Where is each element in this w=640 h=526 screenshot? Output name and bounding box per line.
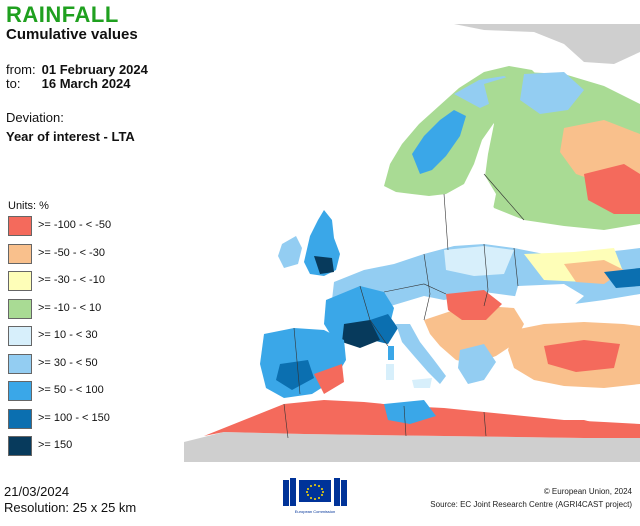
- source-credit: Source: EC Joint Research Centre (AGRI4C…: [430, 500, 632, 509]
- map-title: RAINFALL: [6, 2, 119, 27]
- issue-date: 21/03/2024: [4, 484, 70, 499]
- legend-swatch: [8, 216, 32, 236]
- legend-label: >= -30 - < -10: [38, 274, 105, 286]
- legend-swatch: [8, 326, 32, 346]
- baltic-sea: [460, 174, 496, 238]
- algeria-wet-zone: [384, 400, 436, 424]
- resolution: Resolution: 25 x 25 km: [4, 500, 137, 515]
- period-to: to: 16 March 2024: [6, 76, 131, 91]
- commission-building-icon: [283, 478, 347, 506]
- black-sea: [514, 284, 584, 314]
- legend-swatch: [8, 353, 32, 374]
- poland-zone: [444, 246, 514, 276]
- greenland-nodata: [454, 24, 640, 64]
- africa-nodata: [184, 432, 640, 462]
- libya-egypt-zone: [524, 420, 614, 436]
- rainfall-deviation-map: [184, 24, 640, 462]
- to-label: to:: [6, 76, 21, 91]
- italy: [396, 324, 446, 384]
- sicily: [412, 378, 432, 388]
- from-label: from:: [6, 62, 36, 77]
- eu-flag-icon: [299, 480, 331, 502]
- period-from: from: 01 February 2024: [6, 62, 148, 77]
- se-spain-dry-zone: [314, 364, 344, 394]
- legend-swatch: [8, 408, 32, 429]
- legend-label: >= -10 - < 10: [38, 301, 102, 314]
- legend-swatch: [8, 381, 32, 401]
- country-borders: [283, 173, 525, 439]
- map-subtitle: Cumulative values: [6, 26, 138, 43]
- norway-wet-zone: [412, 110, 466, 174]
- legend-label: >= 100 - < 150: [38, 411, 110, 424]
- legend-swatch: [8, 243, 32, 264]
- legend-label: >= -50 - < -30: [38, 246, 105, 259]
- european-commission-logo: [283, 478, 347, 506]
- balkans: [424, 306, 524, 364]
- hungary-very-dry: [446, 290, 502, 320]
- ireland: [278, 236, 302, 268]
- russia-very-dry-zone: [584, 164, 640, 214]
- volga-wet-zone: [604, 268, 640, 288]
- legend-swatch: [8, 271, 32, 291]
- anatolia-very-dry: [544, 340, 620, 372]
- logo-text: European Commission: [294, 509, 336, 514]
- legend-swatch: [8, 436, 32, 456]
- legend-label: >= 10 - < 30: [38, 329, 98, 341]
- wales-very-wet: [314, 256, 334, 274]
- legend-label: >= -100 - < -50: [38, 219, 112, 231]
- deviation-value: Year of interest - LTA: [6, 129, 135, 144]
- eu-stars-icon: [306, 484, 324, 500]
- to-date: 16 March 2024: [41, 76, 131, 91]
- legend-swatch: [8, 298, 32, 319]
- corsica: [388, 346, 394, 360]
- sardinia: [386, 364, 394, 380]
- copyright: © European Union, 2024: [543, 487, 632, 496]
- kola-wet-zone: [520, 72, 584, 114]
- southern-france-very-wet: [342, 320, 380, 348]
- legend-label: >= 150: [38, 439, 73, 451]
- spain-wet-zone: [276, 360, 314, 390]
- greece: [458, 344, 496, 384]
- legend-units: Units: %: [8, 200, 49, 212]
- legend-label: >= 30 - < 50: [38, 356, 98, 369]
- deviation-label: Deviation:: [6, 110, 64, 125]
- legend-label: >= 50 - < 100: [38, 384, 104, 396]
- from-date: 01 February 2024: [41, 62, 148, 77]
